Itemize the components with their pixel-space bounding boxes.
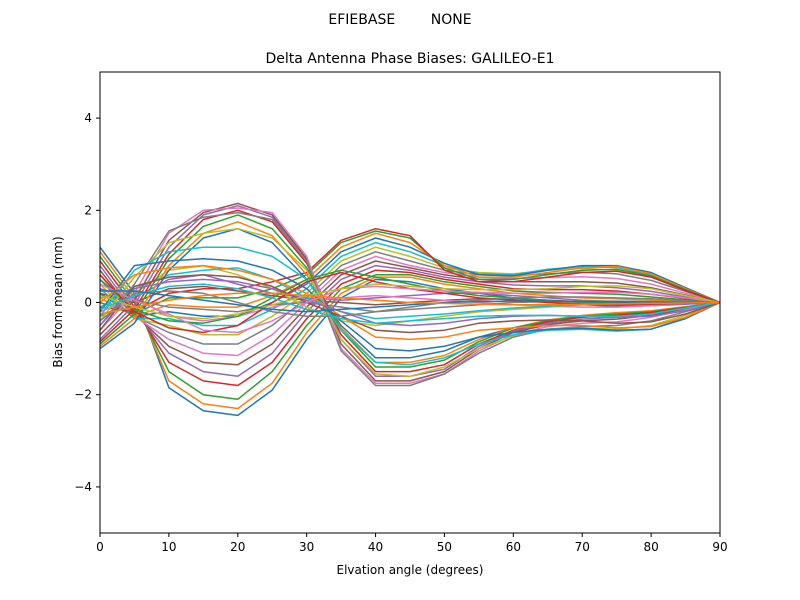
series-line-6 <box>99 260 721 366</box>
series-line-40 <box>99 283 721 324</box>
chart-title: Delta Antenna Phase Biases: GALILEO-E1 <box>265 51 554 67</box>
series-line-24 <box>99 209 721 373</box>
series-line-41 <box>100 290 720 313</box>
y-tick-label: 0 <box>84 296 92 310</box>
series-line-35 <box>99 278 721 327</box>
series-line-2 <box>99 251 721 410</box>
series-line-9 <box>99 246 721 336</box>
series-line-8 <box>99 251 721 345</box>
series-line-32 <box>99 264 721 341</box>
series-line-10 <box>99 241 721 327</box>
series-line-13 <box>99 230 721 315</box>
series-line-1 <box>99 246 721 417</box>
plot-frame <box>99 71 721 534</box>
x-tick-label: 0 <box>96 540 104 554</box>
x-tick-label: 30 <box>299 540 314 554</box>
series-layer <box>99 202 721 417</box>
x-tick-label: 60 <box>506 540 521 554</box>
y-axis-label: Bias from mean (mm) <box>51 236 65 367</box>
series-line-5 <box>99 264 721 378</box>
y-tick-label: −4 <box>74 480 92 494</box>
series-line-27 <box>99 207 721 384</box>
series-line-4 <box>99 260 721 387</box>
series-line-29 <box>99 227 721 378</box>
x-tick-label: 10 <box>161 540 176 554</box>
series-line-37 <box>99 283 721 334</box>
series-line-38 <box>99 290 721 322</box>
series-line-30 <box>99 246 721 366</box>
y-tick-label: −2 <box>74 388 92 402</box>
axis-layer: 0 10 20 30 40 50 60 70 80 90 −4 −2 0 2 4 <box>74 111 727 554</box>
x-tick-label: 70 <box>575 540 590 554</box>
x-tick-label: 50 <box>437 540 452 554</box>
series-line-7 <box>99 255 721 357</box>
y-tick-label: 2 <box>84 203 92 217</box>
series-line-36 <box>99 274 721 334</box>
series-line-12 <box>99 232 721 318</box>
x-tick-label: 90 <box>712 540 727 554</box>
series-line-23 <box>99 214 721 368</box>
series-line-3 <box>99 255 721 401</box>
x-tick-label: 20 <box>230 540 245 554</box>
series-line-31 <box>99 257 721 352</box>
y-tick-label: 4 <box>84 111 92 125</box>
figure-suptitle: EFIEBASE NONE <box>328 12 471 28</box>
series-line-28 <box>99 211 721 387</box>
series-line-17 <box>99 294 721 322</box>
x-tick-label: 80 <box>643 540 658 554</box>
x-axis-label: Elvation angle (degrees) <box>337 563 484 577</box>
series-line-14 <box>99 227 721 313</box>
series-line-26 <box>99 202 721 382</box>
series-line-39 <box>99 283 721 320</box>
x-tick-label: 40 <box>368 540 383 554</box>
series-line-42 <box>99 292 721 315</box>
series-line-11 <box>99 237 721 318</box>
